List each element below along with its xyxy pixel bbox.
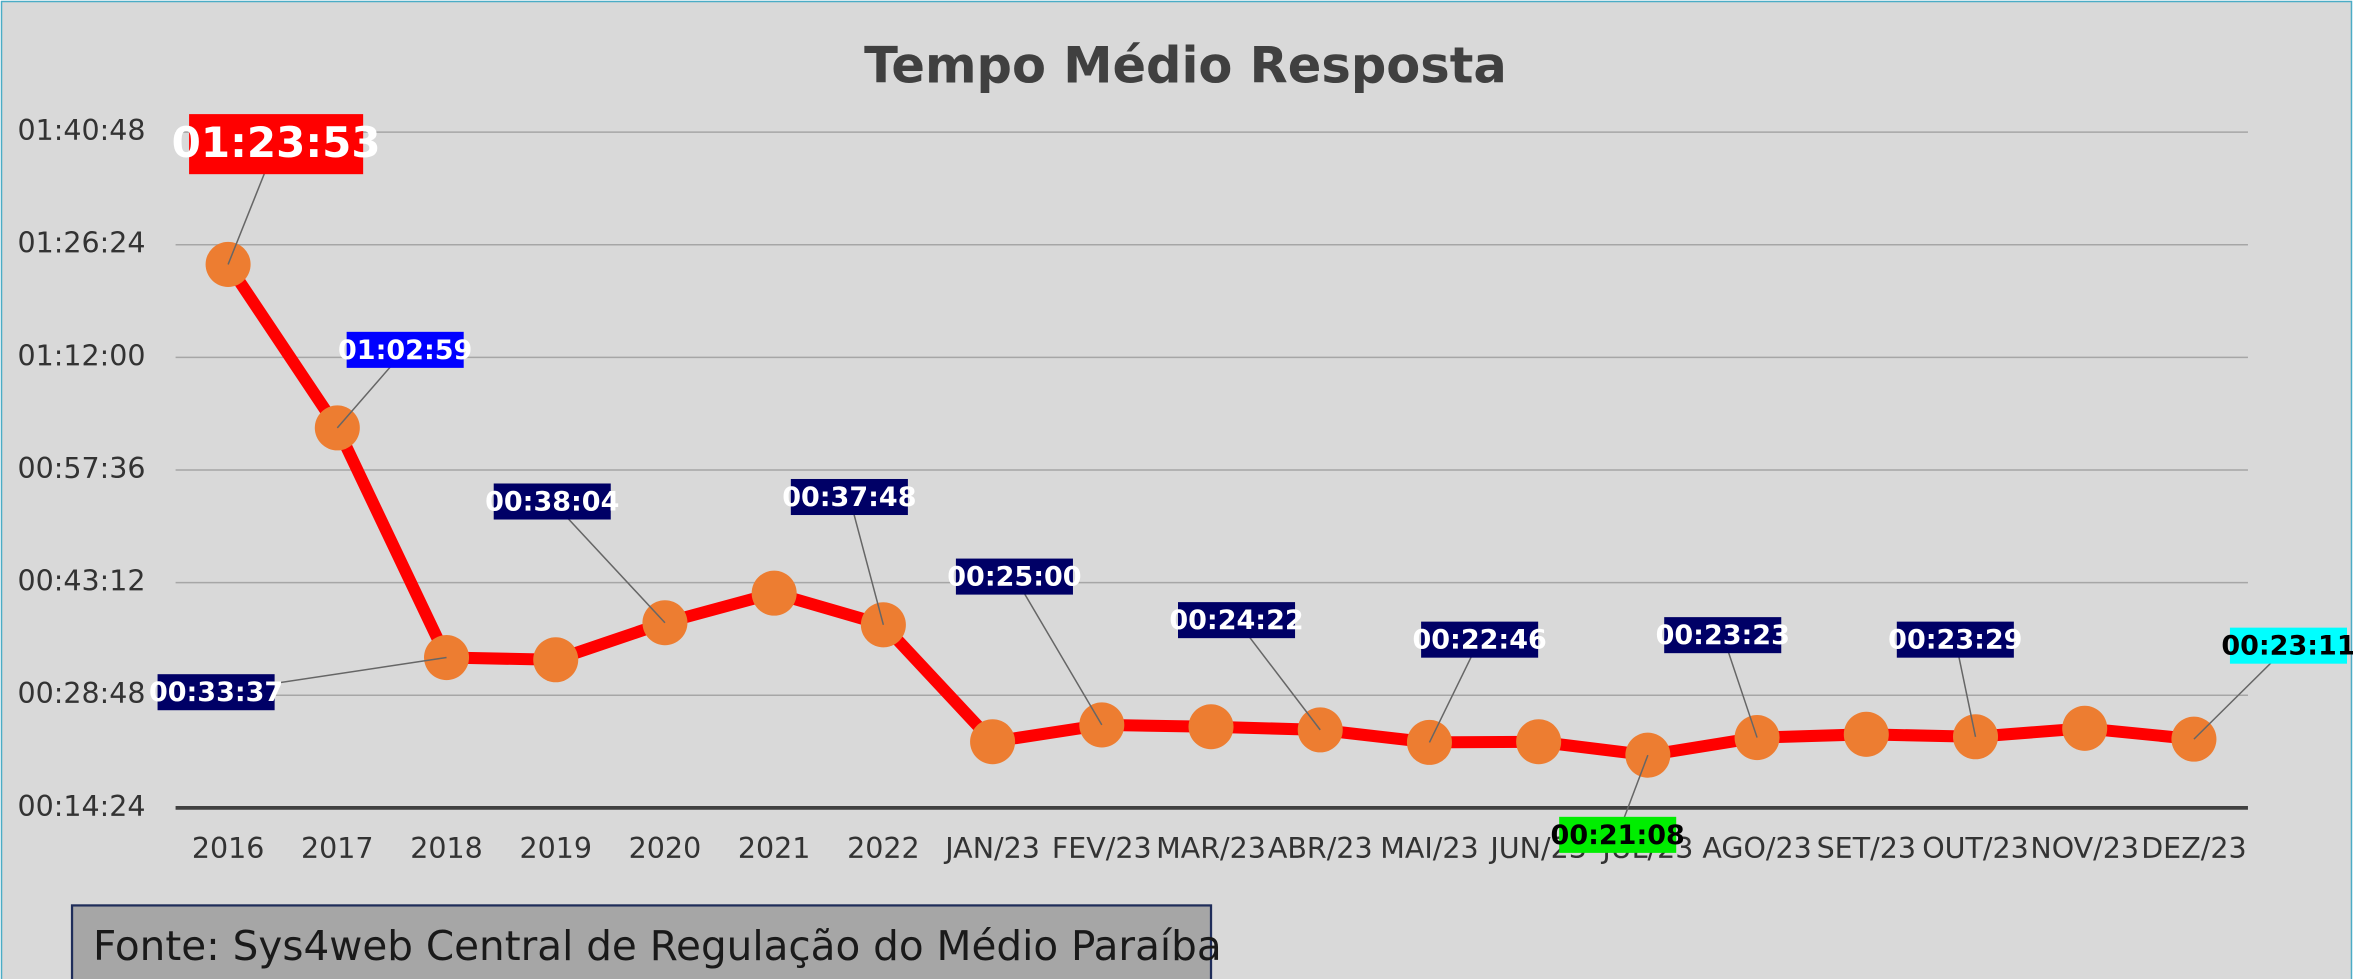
x-tick-label: DEZ/23 xyxy=(2141,832,2246,865)
x-tick-label: FEV/23 xyxy=(1052,832,1152,865)
data-label-box xyxy=(157,674,275,711)
y-tick-label: 00:14:24 xyxy=(18,790,146,823)
x-tick-label: 2018 xyxy=(410,832,483,865)
x-tick-label: MAR/23 xyxy=(1156,832,1266,865)
data-label-box xyxy=(1178,602,1296,639)
y-tick-label: 01:26:24 xyxy=(18,227,146,260)
x-tick-label: NOV/23 xyxy=(2030,832,2139,865)
chart-title: Tempo Médio Resposta xyxy=(864,37,1507,95)
data-label-box xyxy=(1896,621,2014,658)
data-label-box xyxy=(1559,816,1677,853)
x-tick-label: OUT/23 xyxy=(1922,832,2029,865)
data-label-box xyxy=(790,478,908,516)
marker xyxy=(642,600,688,646)
data-label: 00:23:29 xyxy=(1888,625,2022,656)
x-tick-label: 2019 xyxy=(519,832,592,865)
data-label-box xyxy=(1664,617,1782,654)
x-tick-label: 2020 xyxy=(629,832,702,865)
marker xyxy=(2062,705,2108,751)
y-tick-label: 00:43:12 xyxy=(18,565,146,598)
data-label-box xyxy=(2229,627,2347,664)
data-label: 00:22:46 xyxy=(1412,625,1546,656)
data-label: 00:24:22 xyxy=(1169,605,1303,636)
marker xyxy=(314,405,360,451)
source-box xyxy=(70,904,1213,979)
data-label: 00:38:04 xyxy=(485,487,619,518)
x-tick-label: MAI/23 xyxy=(1380,832,1478,865)
leader-line xyxy=(848,496,885,626)
data-label: 00:33:37 xyxy=(149,677,283,708)
leader-line xyxy=(551,501,666,624)
data-label-box xyxy=(493,483,611,520)
y-tick-label: 01:40:48 xyxy=(18,114,146,147)
data-label: 00:23:11 xyxy=(2221,631,2353,662)
x-tick-label: ABR/23 xyxy=(1268,832,1373,865)
data-label-box xyxy=(346,331,464,368)
marker xyxy=(1734,715,1780,761)
x-tick-label: SET/23 xyxy=(1817,832,1916,865)
data-label: 00:23:23 xyxy=(1656,620,1790,651)
data-label: 00:21:08 xyxy=(1551,820,1685,851)
data-label: 01:23:53 xyxy=(172,118,381,167)
data-label: 01:02:59 xyxy=(338,335,472,366)
data-label-box xyxy=(1421,621,1539,658)
y-tick-label: 00:57:36 xyxy=(18,452,146,485)
data-label: 00:25:00 xyxy=(947,562,1081,593)
leader-line xyxy=(1013,576,1103,726)
marker xyxy=(533,637,579,683)
x-tick-label: JAN/23 xyxy=(943,832,1040,865)
y-tick-label: 00:28:48 xyxy=(18,677,146,710)
leader-line xyxy=(1235,619,1321,731)
marker xyxy=(970,719,1016,765)
data-label-box xyxy=(955,558,1073,595)
marker xyxy=(1843,711,1889,757)
y-tick-label: 01:12:00 xyxy=(18,339,146,372)
marker xyxy=(751,570,797,616)
data-label-box xyxy=(189,114,364,175)
x-tick-label: 2021 xyxy=(738,832,811,865)
marker xyxy=(1516,719,1562,765)
x-tick-label: 2016 xyxy=(192,832,265,865)
marker xyxy=(1188,704,1234,750)
data-label: 00:37:48 xyxy=(782,482,916,513)
x-tick-label: 2017 xyxy=(301,832,374,865)
x-tick-label: AGO/23 xyxy=(1702,832,1811,865)
source: Fonte: Sys4web Central de Regulação do M… xyxy=(93,922,1222,970)
x-tick-label: 2022 xyxy=(847,832,920,865)
